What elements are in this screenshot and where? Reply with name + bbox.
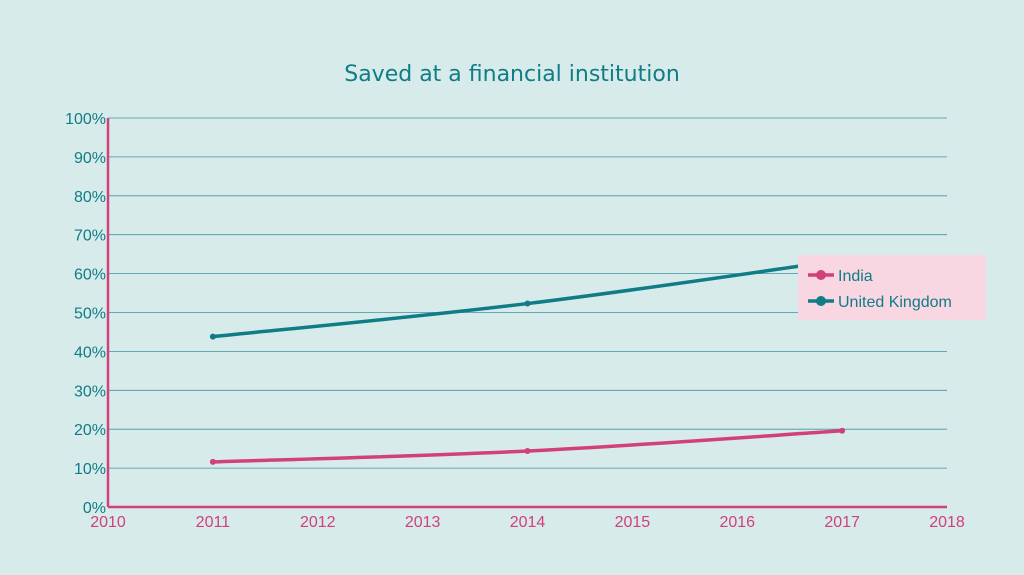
x-tick-label: 2015: [615, 514, 651, 531]
y-tick-label: 0%: [83, 500, 106, 517]
x-tick-label: 2018: [929, 514, 965, 531]
y-tick-label: 50%: [74, 306, 106, 323]
y-axis-tick-labels: 0% 10% 20% 30% 40% 50% 60% 70% 80% 90% 100%: [65, 111, 106, 517]
data-point-united-kingdom: [524, 300, 531, 307]
x-tick-label: 2010: [90, 514, 126, 531]
legend: India United Kingdom: [798, 255, 986, 320]
legend-box: [798, 255, 986, 320]
chart-title: Saved at a financial institution: [344, 62, 680, 87]
x-tick-label: 2014: [510, 514, 546, 531]
y-tick-label: 40%: [74, 344, 106, 361]
y-tick-label: 20%: [74, 422, 106, 439]
x-tick-label: 2013: [405, 514, 441, 531]
y-tick-label: 30%: [74, 383, 106, 400]
legend-marker-united-kingdom: [816, 296, 826, 306]
data-point-india: [839, 427, 846, 434]
y-tick-label: 60%: [74, 267, 106, 284]
legend-label-india: India: [838, 268, 873, 285]
y-tick-label: 90%: [74, 150, 106, 167]
series-lines: [209, 256, 846, 465]
legend-marker-india: [816, 270, 826, 280]
y-tick-label: 80%: [74, 189, 106, 206]
series-line-india: [211, 429, 844, 464]
series-line-united-kingdom: [211, 258, 844, 339]
axes: [106, 118, 947, 509]
y-tick-label: 100%: [65, 111, 106, 128]
x-tick-label: 2011: [196, 514, 231, 531]
data-point-india: [524, 447, 531, 454]
y-tick-label: 10%: [74, 461, 106, 478]
x-tick-label: 2017: [824, 514, 860, 531]
data-point-india: [209, 458, 216, 465]
data-point-united-kingdom: [209, 333, 216, 340]
legend-label-united-kingdom: United Kingdom: [838, 294, 952, 311]
x-tick-label: 2016: [719, 514, 755, 531]
gridlines: [108, 117, 947, 469]
y-tick-label: 70%: [74, 228, 106, 245]
x-tick-label: 2012: [300, 514, 336, 531]
x-axis-tick-labels: 2010 2011 2012 2013 2014 2015 2016 2017 2018: [90, 514, 965, 531]
